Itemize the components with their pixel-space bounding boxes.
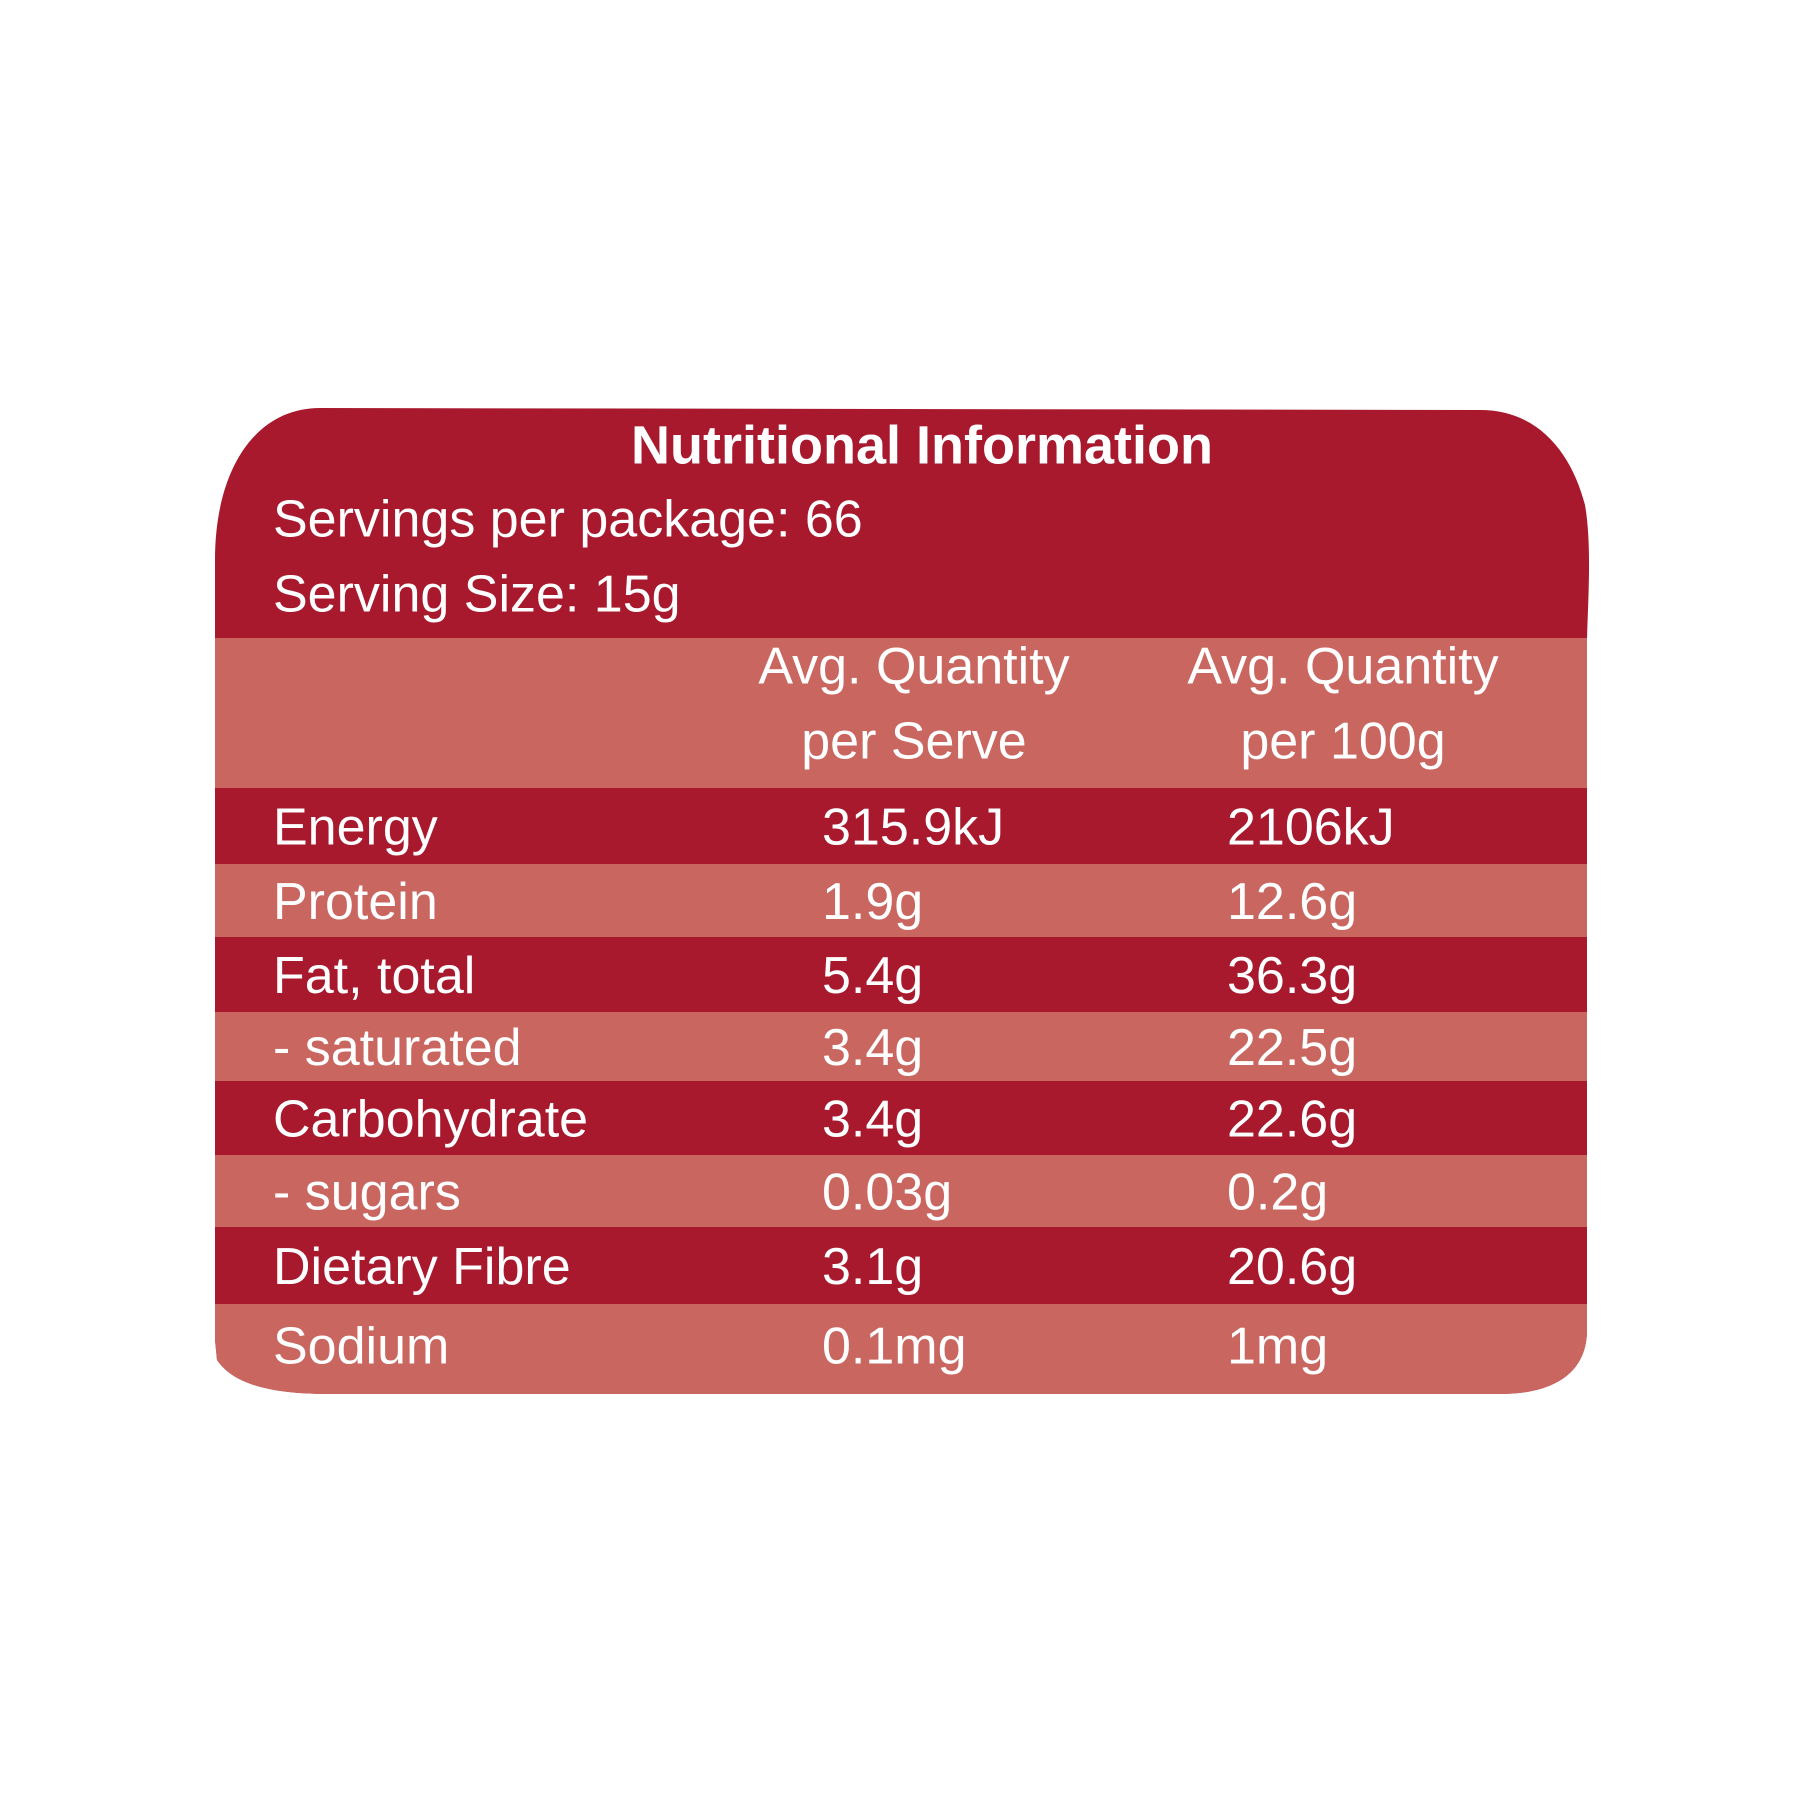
nutrient-value: 0.03g: [822, 1164, 952, 1222]
servings-per-package: Servings per package: 66: [273, 491, 863, 549]
nutrient-value: 3.1g: [822, 1238, 923, 1296]
nutrient-value: 1mg: [1227, 1318, 1328, 1376]
column-header: Avg. Quantity: [758, 638, 1069, 696]
serving-size: Serving Size: 15g: [273, 566, 681, 624]
row-band: [215, 864, 1590, 937]
column-header: Avg. Quantity: [1187, 638, 1498, 696]
nutrient-value: 0.2g: [1227, 1164, 1328, 1222]
nutrient-value: 3.4g: [822, 1091, 923, 1149]
nutrient-name: Energy: [273, 799, 438, 857]
label-background: [215, 408, 1590, 1394]
row-bands: [215, 638, 1590, 1394]
nutrient-name: Protein: [273, 873, 438, 931]
nutrient-value: 2106kJ: [1227, 799, 1395, 857]
header-band: [215, 638, 1590, 788]
nutrient-name: Carbohydrate: [273, 1091, 588, 1149]
nutrient-value: 315.9kJ: [822, 799, 1004, 857]
nutrient-name: Fat, total: [273, 947, 475, 1005]
nutrient-value: 1.9g: [822, 873, 923, 931]
nutrient-name: - sugars: [273, 1164, 461, 1222]
nutrient-name: Dietary Fibre: [273, 1238, 571, 1296]
nutrient-value: 22.6g: [1227, 1091, 1357, 1149]
nutrient-value: 3.4g: [822, 1019, 923, 1077]
nutrient-value: 12.6g: [1227, 873, 1357, 931]
column-header: per 100g: [1240, 713, 1445, 771]
nutrient-name: - saturated: [273, 1019, 522, 1077]
column-header: per Serve: [801, 713, 1026, 771]
nutrient-name: Sodium: [273, 1318, 449, 1376]
nutrient-value: 5.4g: [822, 947, 923, 1005]
row-band: [215, 1155, 1590, 1227]
nutrient-value: 36.3g: [1227, 947, 1357, 1005]
row-band: [215, 1304, 1590, 1394]
nutrient-value: 22.5g: [1227, 1019, 1357, 1077]
row-band: [215, 1012, 1590, 1081]
nutrient-value: 20.6g: [1227, 1238, 1357, 1296]
title: Nutritional Information: [631, 415, 1213, 475]
nutrient-value: 0.1mg: [822, 1318, 967, 1376]
